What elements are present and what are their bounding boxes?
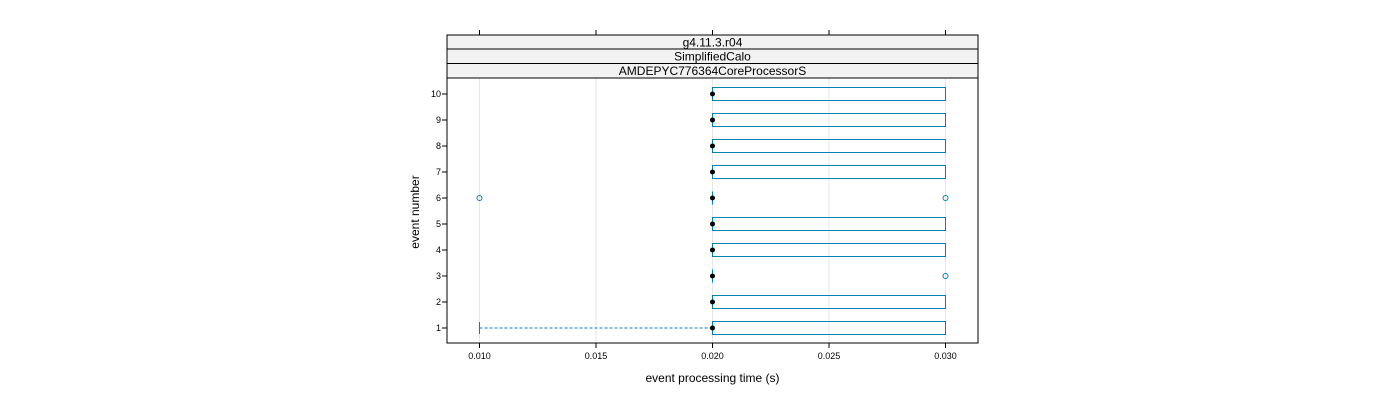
box-event-6 (476, 191, 949, 205)
median-dot-5 (710, 221, 715, 227)
y-tick-label-9: 9 (436, 115, 441, 125)
y-tick-label-4: 4 (436, 245, 441, 255)
axes: 0.010 0.015 0.020 0.025 0.030 1 2 3 4 5 6 7 8 9 10 (431, 30, 957, 361)
box-event-3 (710, 269, 949, 283)
median-dot-3 (710, 273, 715, 279)
strip-3-label: AMDEPYC776364CoreProcessorS (619, 64, 806, 78)
outlier-6-1 (942, 195, 949, 201)
median-dot-2 (710, 299, 715, 305)
outlier-3-0 (942, 273, 949, 279)
y-axis-title: event number (408, 175, 422, 248)
strip-2-label: SimplifiedCalo (674, 50, 751, 64)
median-dot-7 (710, 169, 715, 175)
strip-1-label: g4.11.3.r04 (683, 36, 743, 50)
y-tick-label-2: 2 (436, 297, 441, 307)
median-dot-10 (710, 91, 715, 97)
box-event-10 (710, 87, 946, 101)
x-tick-label-4: 0.030 (934, 351, 957, 361)
x-tick-label-2: 0.020 (701, 351, 724, 361)
box-event-2 (710, 295, 946, 309)
box-event-9 (710, 113, 946, 127)
y-tick-label-1: 1 (436, 323, 441, 333)
median-dot-6 (710, 195, 715, 201)
box-event-5 (710, 217, 946, 231)
box-event-1 (479, 321, 946, 335)
median-dot-9 (710, 117, 715, 123)
x-tick-label-3: 0.025 (818, 351, 841, 361)
median-dot-8 (710, 143, 715, 149)
box-series (476, 87, 949, 335)
box-event-8 (710, 139, 946, 153)
y-tick-label-6: 6 (436, 193, 441, 203)
x-tick-label-0: 0.010 (468, 351, 491, 361)
y-tick-label-10: 10 (431, 89, 441, 99)
box-event-4 (710, 243, 946, 257)
x-tick-label-1: 0.015 (585, 351, 608, 361)
y-tick-label-3: 3 (436, 271, 441, 281)
y-tick-label-8: 8 (436, 141, 441, 151)
x-axis-title: event processing time (s) (645, 371, 779, 385)
strip-headers: g4.11.3.r04 SimplifiedCalo AMDEPYC776364… (446, 34, 979, 79)
box-event-7 (710, 165, 946, 179)
median-dot-4 (710, 247, 715, 253)
y-tick-label-5: 5 (436, 219, 441, 229)
outlier-6-0 (476, 195, 483, 201)
y-tick-label-7: 7 (436, 167, 441, 177)
median-dot-1 (710, 325, 715, 331)
